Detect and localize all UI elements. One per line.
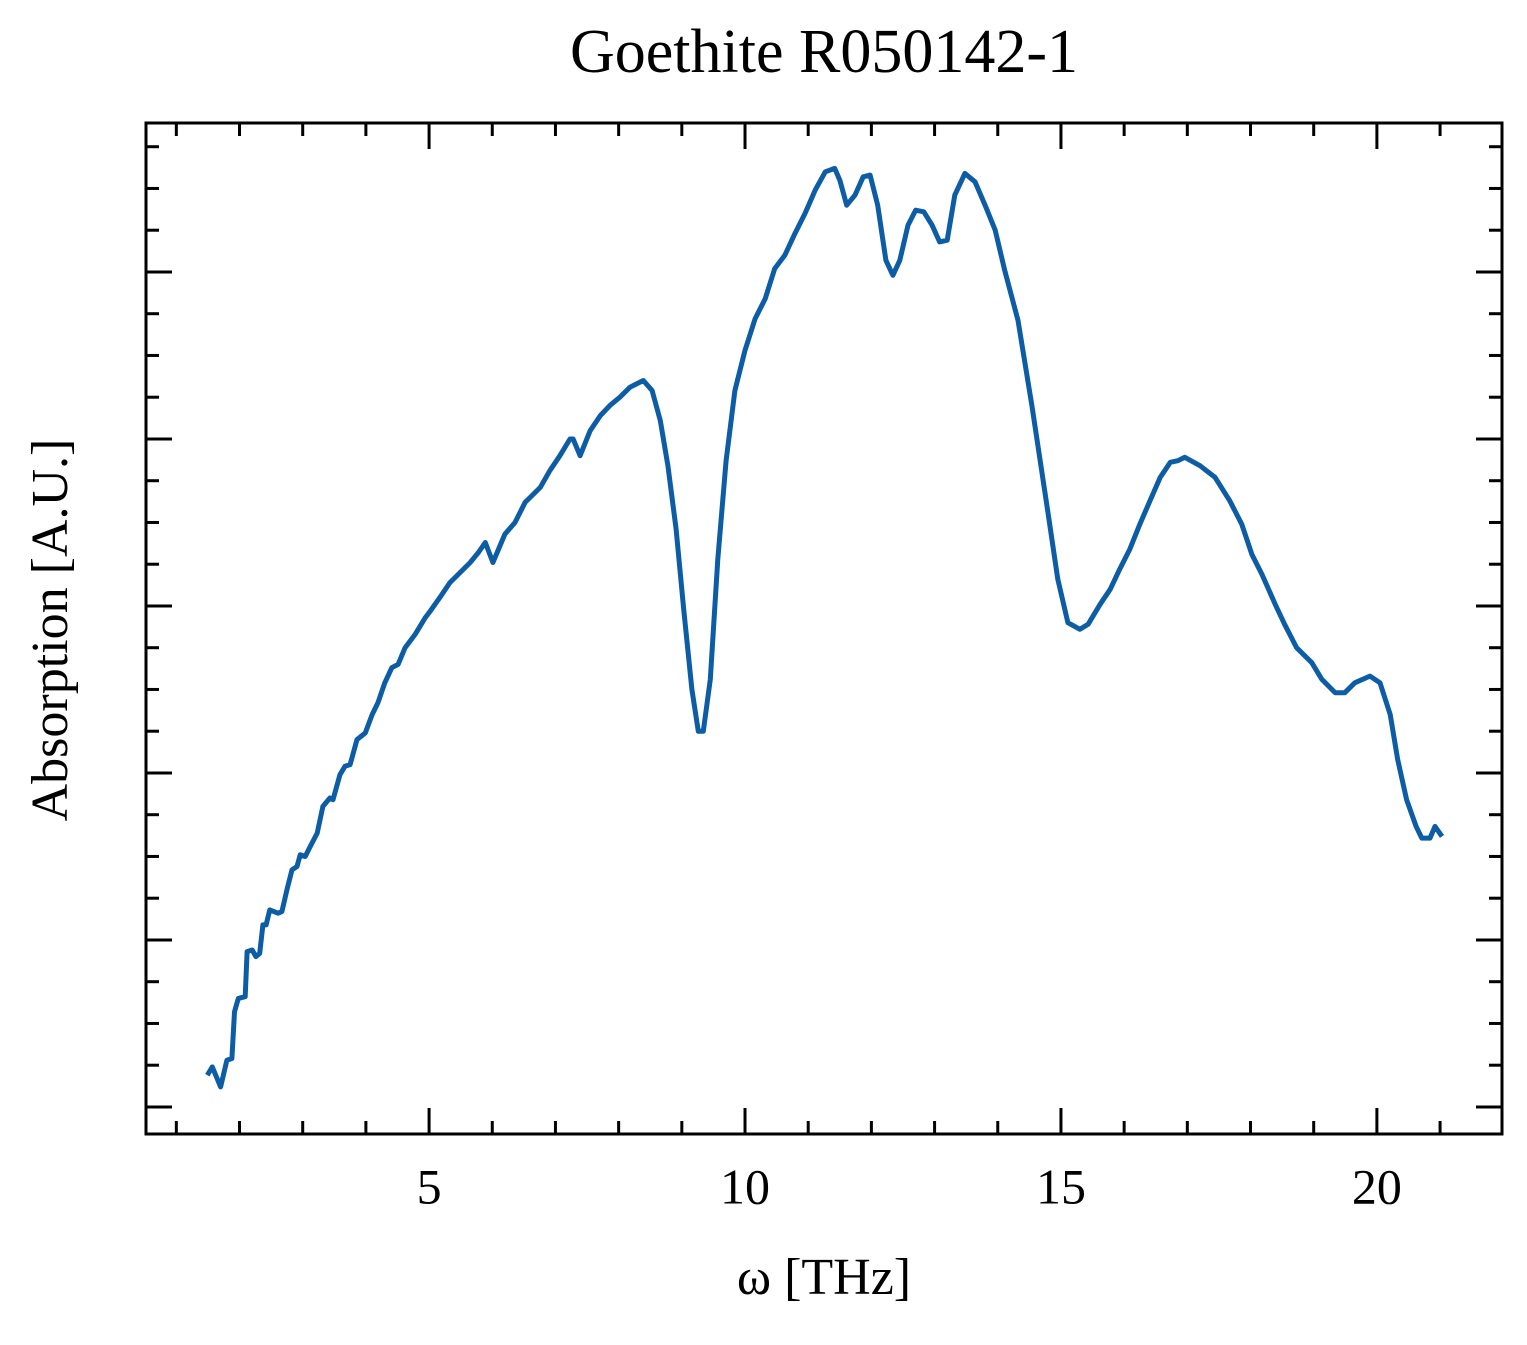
y-axis-label: Absorption [A.U.]: [22, 439, 79, 822]
x-tick-label: 10: [720, 1158, 770, 1214]
data-line: [205, 165, 1445, 1090]
x-tick-label: 15: [1036, 1158, 1086, 1214]
x-tick-label: 20: [1352, 1158, 1402, 1214]
x-axis-label: ω [THz]: [737, 1249, 911, 1306]
x-tick-label: 5: [417, 1158, 442, 1214]
plot-frame: [144, 121, 1504, 1136]
chart-title: Goethite R050142-1: [570, 18, 1078, 86]
